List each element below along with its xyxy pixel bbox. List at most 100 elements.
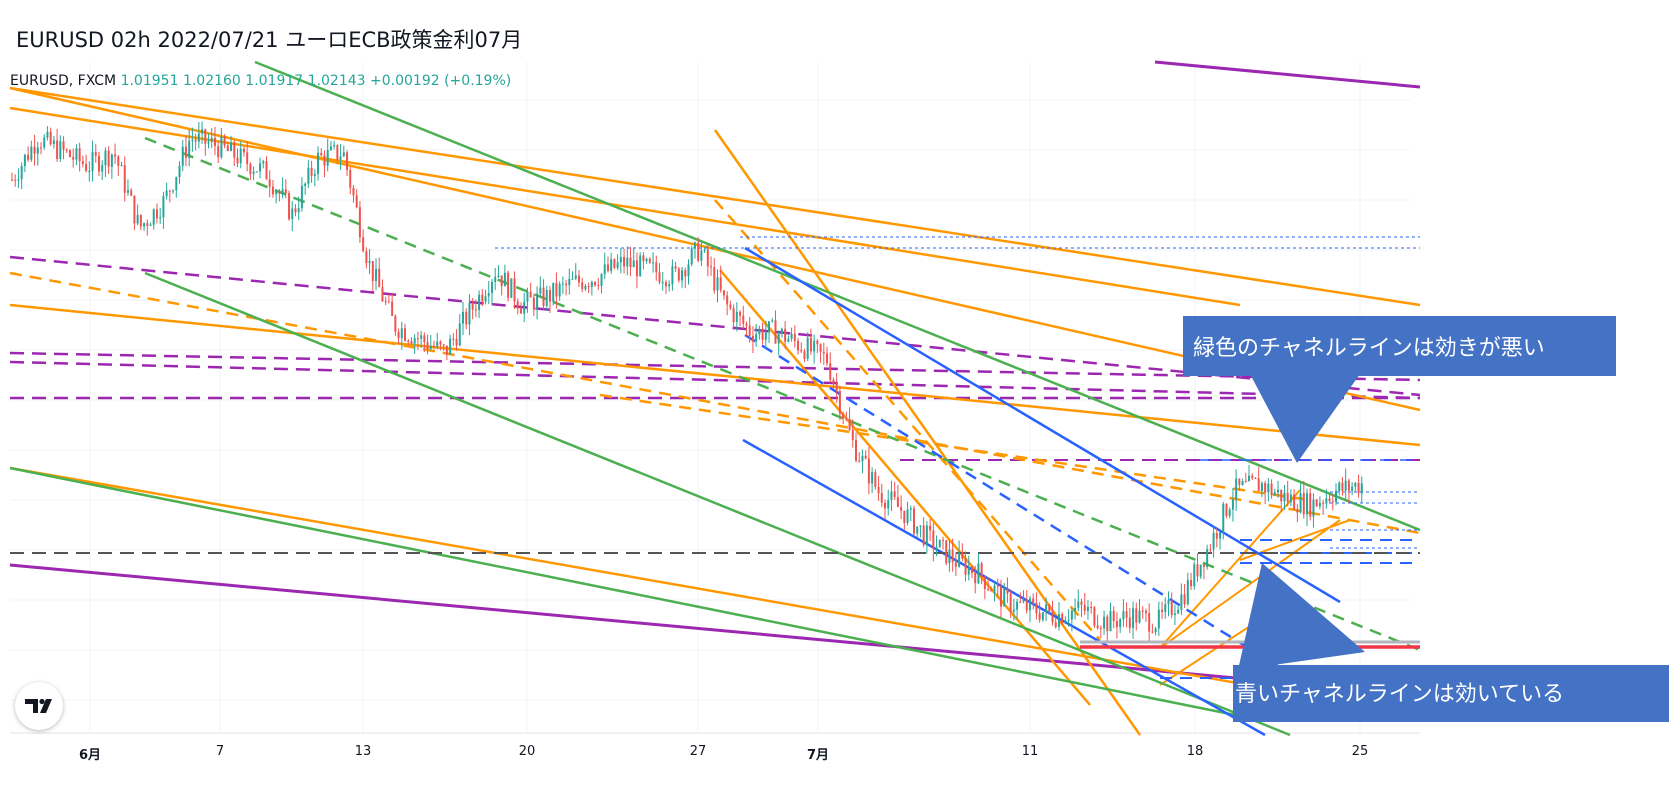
candle-body (729, 304, 732, 309)
candle-body (645, 258, 648, 262)
candle-body (739, 311, 742, 316)
candle-body (1164, 604, 1167, 612)
candle (581, 277, 584, 293)
callout-green-channel (1183, 316, 1616, 463)
tradingview-logo-icon-svg (25, 698, 52, 713)
candle-body (893, 491, 896, 498)
candle-body (126, 190, 129, 193)
candle (168, 189, 171, 203)
candle-body (11, 179, 13, 181)
candle (329, 140, 332, 152)
candle (249, 162, 252, 180)
candle-body (1083, 604, 1086, 611)
candle-body (861, 455, 864, 462)
candle-body (371, 261, 374, 282)
candle-body (813, 340, 816, 352)
candle (175, 176, 178, 198)
candle-body (536, 293, 539, 310)
candle-body (1193, 564, 1196, 587)
legend-open: 1.01951 (120, 73, 179, 89)
candle (983, 575, 986, 600)
candle (880, 483, 883, 508)
candle (413, 334, 416, 354)
candle-body (104, 150, 107, 166)
candle (996, 578, 999, 598)
candle-body (1006, 588, 1009, 594)
candle-body (143, 223, 146, 227)
candle (281, 177, 284, 199)
candle (1273, 488, 1276, 496)
candle (1038, 602, 1041, 623)
candle (439, 340, 442, 351)
candle-body (970, 566, 973, 573)
candle (1344, 468, 1347, 501)
candle (1193, 561, 1196, 590)
candle (1016, 598, 1019, 620)
candle-body (600, 274, 603, 286)
candle-body (155, 209, 158, 219)
candle (523, 293, 526, 323)
candle-body (494, 276, 497, 282)
candle-body (1315, 499, 1318, 507)
candle-body (1357, 482, 1360, 494)
candle-body (1209, 549, 1212, 551)
candle (1277, 480, 1280, 498)
candle-body (413, 338, 416, 344)
candle-body (65, 149, 68, 151)
candle (155, 203, 158, 224)
candle-body (1070, 610, 1073, 620)
candle-body (1125, 611, 1128, 618)
candle-body (1038, 613, 1041, 620)
x-tick-label: 27 (689, 744, 707, 759)
purple-trendline-upper (1154, 60, 1421, 89)
candle-body (945, 540, 948, 564)
candle (1109, 602, 1112, 632)
candle-body (1041, 612, 1044, 620)
candle (394, 314, 397, 336)
candle-body (1157, 609, 1160, 629)
candle-body (307, 167, 310, 184)
candle (590, 280, 593, 296)
callout-green-pointer (1250, 374, 1360, 463)
candle (503, 264, 506, 287)
candle-body (993, 585, 996, 592)
candle (233, 139, 236, 166)
candle (294, 204, 297, 217)
candle (1167, 591, 1170, 617)
candle-body (751, 335, 754, 342)
candle-body (774, 320, 777, 344)
candle-body (1273, 492, 1276, 495)
candle-body (439, 341, 442, 345)
tradingview-logo-icon[interactable] (15, 682, 63, 730)
candle-body (188, 140, 191, 158)
candle (85, 154, 88, 173)
candle (1122, 599, 1125, 627)
orange-fan-line (1159, 519, 1341, 649)
candle-body (771, 320, 774, 322)
candle-body (278, 191, 281, 194)
candle (429, 335, 432, 351)
candle (445, 345, 448, 361)
candle-body (716, 277, 719, 291)
candle (1154, 626, 1157, 636)
candle (172, 189, 175, 194)
candle-body (832, 379, 835, 385)
candle-body (1286, 492, 1289, 502)
candle (639, 252, 642, 277)
candle (594, 281, 597, 288)
candle (793, 325, 796, 348)
candle (1006, 577, 1009, 603)
candle-body (194, 139, 197, 142)
candle-body (43, 137, 46, 148)
candle-body (433, 345, 436, 347)
candle (1048, 603, 1051, 615)
candle (1106, 614, 1109, 641)
candle-body (507, 272, 510, 298)
candle (1260, 481, 1263, 498)
candle (716, 269, 719, 303)
candle-body (236, 157, 239, 164)
candle (900, 495, 903, 519)
candle (204, 128, 207, 156)
candle (387, 293, 390, 304)
